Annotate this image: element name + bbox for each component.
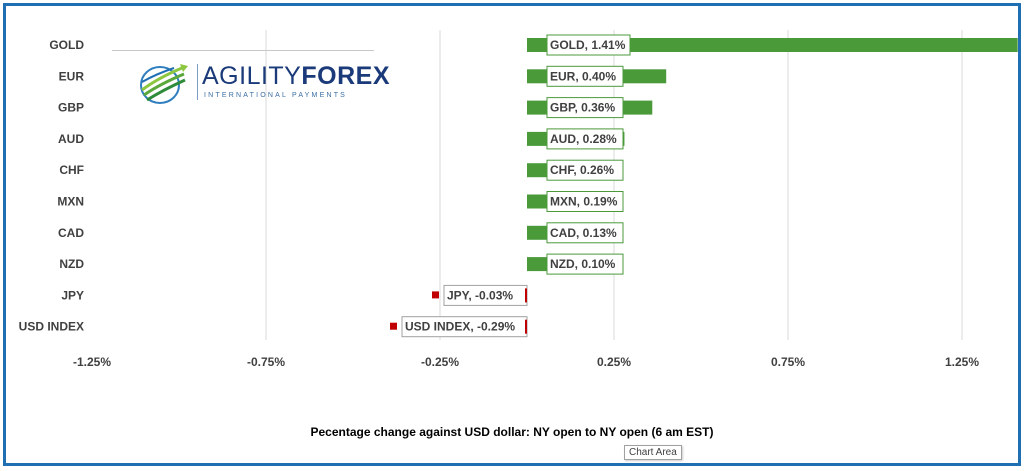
category-label: USD INDEX (19, 320, 84, 334)
category-label: GOLD (49, 38, 84, 52)
x-tick-label: 1.25% (945, 355, 979, 369)
bar-end-marker (525, 288, 527, 303)
bar-end-marker (525, 319, 527, 334)
data-label: EUR, 0.40% (550, 69, 616, 83)
logo-word-forex: FOREX (301, 62, 390, 90)
data-label-box (546, 97, 624, 119)
data-label: USD INDEX, -0.29% (405, 320, 515, 334)
data-label: CAD, 0.13% (550, 226, 617, 240)
category-label: MXN (57, 195, 84, 209)
logo-wordmark: AGILITYFOREX (202, 62, 390, 91)
logo-rule (112, 50, 374, 51)
category-labels: GOLD EUR GBP AUD CHF MXN CAD NZD JPY USD INDEX (19, 38, 85, 334)
data-label: GOLD, 1.41% (550, 38, 626, 52)
legend-key-marker (390, 322, 397, 330)
category-label: EUR (59, 69, 85, 83)
logo-word-agility: AGILITY (202, 62, 302, 90)
category-label: AUD (58, 132, 84, 146)
data-label-box (546, 222, 624, 244)
data-label-box (546, 34, 631, 56)
x-tick-label: -0.75% (247, 355, 285, 369)
data-labels: GOLD, 1.41% EUR, 0.40% GBP, 0.36% AUD, 0.28… (390, 34, 631, 338)
category-label: NZD (59, 257, 84, 271)
x-tick-labels: -1.25% -0.75% -0.25% 0.25% 0.75% 1.25% (73, 355, 979, 369)
chart-area-tooltip: Chart Area (624, 445, 682, 460)
category-label: GBP (58, 101, 84, 115)
data-label-box (546, 65, 624, 87)
data-label-box (546, 128, 624, 150)
agility-forex-logo: AGILITYFOREX INTERNATIONAL PAYMENTS (112, 50, 390, 114)
category-label: CHF (59, 163, 84, 177)
bar (527, 38, 1018, 52)
data-label: JPY, -0.03% (447, 288, 513, 302)
data-label-box (546, 191, 624, 212)
data-label-box (546, 159, 624, 181)
legend-key-marker (432, 291, 439, 299)
logo-divider (197, 64, 198, 100)
logo-tagline: INTERNATIONAL PAYMENTS (204, 92, 348, 99)
data-label: NZD, 0.10% (550, 257, 616, 271)
data-label: AUD, 0.28% (550, 132, 617, 146)
category-label: JPY (61, 288, 84, 302)
globe-swoosh-icon (140, 64, 188, 104)
data-label: MXN, 0.19% (550, 195, 618, 209)
x-tick-label: -1.25% (73, 355, 111, 369)
data-label: GBP, 0.36% (550, 101, 615, 115)
x-tick-label: 0.25% (597, 355, 631, 369)
x-tick-label: -0.25% (421, 355, 459, 369)
chart-caption: Pecentage change against USD dollar: NY … (310, 425, 714, 439)
x-tick-label: 0.75% (771, 355, 805, 369)
data-label: CHF, 0.26% (550, 163, 614, 177)
data-label-box (546, 253, 624, 275)
category-label: CAD (58, 226, 84, 240)
